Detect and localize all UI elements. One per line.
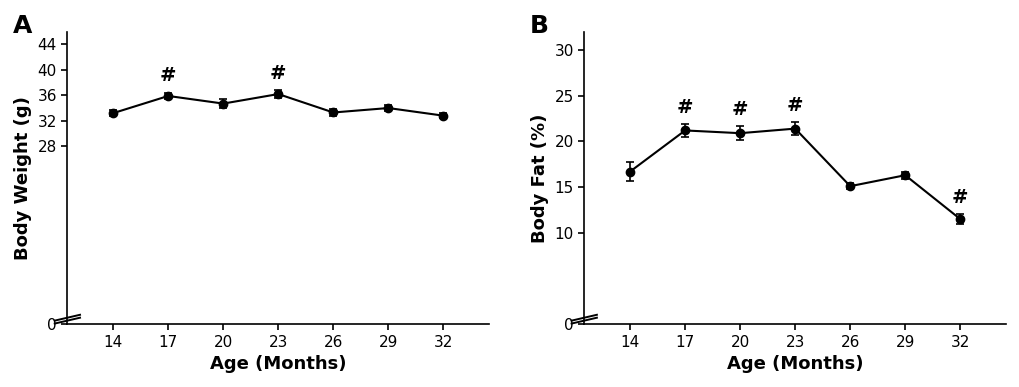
Text: #: # <box>160 67 176 86</box>
Text: #: # <box>951 188 968 207</box>
Y-axis label: Body Fat (%): Body Fat (%) <box>530 113 548 243</box>
Text: #: # <box>786 96 803 115</box>
Y-axis label: Body Weight (g): Body Weight (g) <box>14 96 32 260</box>
Text: A: A <box>12 14 32 38</box>
X-axis label: Age (Months): Age (Months) <box>727 355 862 373</box>
Text: #: # <box>270 64 286 83</box>
X-axis label: Age (Months): Age (Months) <box>210 355 346 373</box>
Text: B: B <box>529 14 548 38</box>
Text: #: # <box>732 99 748 118</box>
Text: #: # <box>677 98 693 117</box>
